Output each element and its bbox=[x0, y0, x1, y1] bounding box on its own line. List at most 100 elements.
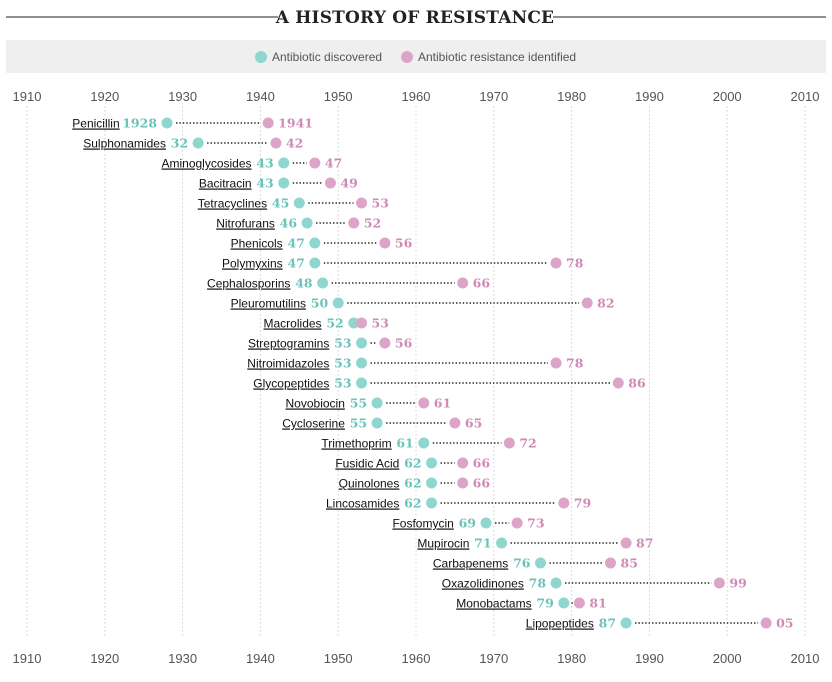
resistance-dot-penicillin bbox=[262, 117, 274, 129]
discovered-year-fosfomycin: 69 bbox=[459, 516, 476, 531]
discovered-year-polymyxins: 47 bbox=[287, 256, 304, 271]
x-axis-top: 1910 1920 1930 1940 1950 1960 1970 1980 1990 2000… bbox=[13, 89, 820, 104]
chart-title: A HISTORY OF RESISTANCE bbox=[275, 8, 554, 28]
resistance-year-oxazolidinones: 99 bbox=[729, 576, 746, 591]
resistance-dot-bacitracin bbox=[324, 177, 336, 189]
discovered-dot-quinolones bbox=[426, 477, 438, 489]
discovered-dot-penicillin bbox=[161, 117, 173, 129]
resistance-dot-carbapenems bbox=[605, 557, 616, 569]
discovered-dot-streptogramins bbox=[356, 337, 368, 349]
antibiotic-name-streptogramins: Streptogramins bbox=[248, 337, 329, 351]
discovered-year-cycloserine: 55 bbox=[350, 416, 367, 431]
x-tick-top-1970: 1970 bbox=[479, 89, 508, 104]
antibiotic-name-glycopeptides: Glycopeptides bbox=[253, 377, 329, 391]
resistance-year-phenicols: 56 bbox=[395, 236, 413, 251]
resistance-dot-nitroimidazoles bbox=[550, 357, 562, 369]
discovered-dot-cycloserine bbox=[371, 417, 383, 429]
x-tick-top-2000: 2000 bbox=[713, 89, 742, 104]
discovered-year-sulphonamides: 32 bbox=[171, 136, 188, 151]
resistance-year-mupirocin: 87 bbox=[636, 536, 653, 551]
antibiotic-name-pleuromutilins: Pleuromutilins bbox=[231, 297, 306, 311]
antibiotic-name-monobactams: Monobactams bbox=[456, 597, 531, 611]
antibiotic-name-cycloserine: Cycloserine bbox=[282, 417, 345, 431]
discovered-year-carbapenems: 76 bbox=[513, 556, 531, 571]
resistance-year-polymyxins: 78 bbox=[566, 256, 584, 271]
antibiotic-name-tetracyclines: Tetracyclines bbox=[198, 197, 267, 211]
discovered-year-trimethoprim: 61 bbox=[396, 436, 413, 451]
resistance-dot-cephalosporins bbox=[457, 277, 469, 289]
resistance-dot-macrolides bbox=[356, 317, 368, 329]
x-tick-bottom-1960: 1960 bbox=[402, 651, 431, 666]
resistance-year-lincosamides: 79 bbox=[574, 496, 591, 511]
x-tick-top-1960: 1960 bbox=[402, 89, 431, 104]
resistance-year-novobiocin: 61 bbox=[434, 396, 451, 411]
x-axis-bottom: 1910 1920 1930 1940 1950 1960 1970 1980 1990 2000… bbox=[13, 651, 820, 666]
x-tick-bottom-1990: 1990 bbox=[635, 651, 664, 666]
resistance-dot-tetracyclines bbox=[356, 197, 368, 209]
discovered-year-bacitracin: 43 bbox=[256, 176, 273, 191]
antibiotic-name-aminoglycosides: Aminoglycosides bbox=[161, 157, 251, 171]
discovered-year-lipopeptides: 87 bbox=[599, 616, 616, 631]
resistance-year-streptogramins: 56 bbox=[395, 336, 413, 351]
antibiotic-name-novobiocin: Novobiocin bbox=[286, 397, 345, 411]
resistance-year-nitroimidazoles: 78 bbox=[566, 356, 584, 371]
grid-layer bbox=[26, 106, 806, 638]
antibiotic-name-fosfomycin: Fosfomycin bbox=[392, 517, 453, 531]
discovered-year-streptogramins: 53 bbox=[334, 336, 351, 351]
discovered-dot-fosfomycin bbox=[480, 517, 492, 529]
discovered-year-nitrofurans: 46 bbox=[280, 216, 298, 231]
resistance-dot-lipopeptides bbox=[760, 617, 772, 629]
antibiotic-name-polymyxins: Polymyxins bbox=[222, 257, 283, 271]
discovered-year-monobactams: 79 bbox=[536, 596, 553, 611]
x-tick-top-1950: 1950 bbox=[324, 89, 353, 104]
resistance-year-macrolides: 53 bbox=[372, 316, 389, 331]
antibiotic-name-lincosamides: Lincosamides bbox=[326, 497, 399, 511]
antibiotic-name-cephalosporins: Cephalosporins bbox=[207, 277, 290, 291]
x-tick-top-1920: 1920 bbox=[90, 89, 119, 104]
resistance-dot-polymyxins bbox=[550, 257, 562, 269]
x-tick-bottom-1970: 1970 bbox=[479, 651, 508, 666]
discovered-dot-phenicols bbox=[309, 237, 321, 249]
resistance-dot-oxazolidinones bbox=[713, 577, 725, 589]
resistance-dot-sulphonamides bbox=[270, 137, 282, 149]
discovered-year-quinolones: 62 bbox=[404, 476, 421, 491]
x-tick-bottom-1930: 1930 bbox=[168, 651, 197, 666]
antibiotic-name-nitroimidazoles: Nitroimidazoles bbox=[247, 357, 329, 371]
discovered-year-lincosamides: 62 bbox=[404, 496, 421, 511]
antibiotic-name-fusidic-acid: Fusidic Acid bbox=[335, 457, 399, 471]
x-tick-bottom-1980: 1980 bbox=[557, 651, 586, 666]
discovered-year-tetracyclines: 45 bbox=[272, 196, 289, 211]
antibiotic-name-nitrofurans: Nitrofurans bbox=[216, 217, 275, 231]
legend-box bbox=[6, 40, 826, 73]
discovered-year-mupirocin: 71 bbox=[474, 536, 491, 551]
discovered-year-penicillin: 1928 bbox=[122, 116, 157, 131]
discovered-year-phenicols: 47 bbox=[287, 236, 304, 251]
antibiotic-name-sulphonamides: Sulphonamides bbox=[83, 137, 166, 151]
resistance-dot-aminoglycosides bbox=[309, 157, 321, 169]
resistance-year-fosfomycin: 73 bbox=[527, 516, 544, 531]
discovered-dot-pleuromutilins bbox=[332, 297, 344, 309]
resistance-dot-trimethoprim bbox=[503, 437, 515, 449]
resistance-year-monobactams: 81 bbox=[589, 596, 606, 611]
discovered-dot-macrolides bbox=[348, 317, 360, 329]
discovered-dot-polymyxins bbox=[309, 257, 321, 269]
discovered-year-aminoglycosides: 43 bbox=[256, 156, 273, 171]
x-tick-bottom-1910: 1910 bbox=[13, 651, 42, 666]
discovered-dot-lincosamides bbox=[426, 497, 438, 509]
resistance-year-glycopeptides: 86 bbox=[628, 376, 646, 391]
legend-discovered-label: Antibiotic discovered bbox=[272, 50, 382, 64]
resistance-year-tetracyclines: 53 bbox=[372, 196, 389, 211]
resistance-year-trimethoprim: 72 bbox=[519, 436, 536, 451]
resistance-year-quinolones: 66 bbox=[473, 476, 491, 491]
x-tick-bottom-1940: 1940 bbox=[246, 651, 275, 666]
discovered-dot-carbapenems bbox=[534, 557, 546, 569]
discovered-dot-glycopeptides bbox=[356, 377, 368, 389]
resistance-year-lipopeptides: 05 bbox=[776, 616, 793, 631]
resistance-year-bacitracin: 49 bbox=[340, 176, 357, 191]
discovered-dot-nitroimidazoles bbox=[356, 357, 368, 369]
x-tick-top-2010: 2010 bbox=[791, 89, 820, 104]
discovered-dot-fusidic-acid bbox=[426, 457, 438, 469]
resistance-dot-mupirocin bbox=[620, 537, 632, 549]
resistance-year-cephalosporins: 66 bbox=[473, 276, 491, 291]
discovered-dot-monobactams bbox=[558, 597, 570, 609]
